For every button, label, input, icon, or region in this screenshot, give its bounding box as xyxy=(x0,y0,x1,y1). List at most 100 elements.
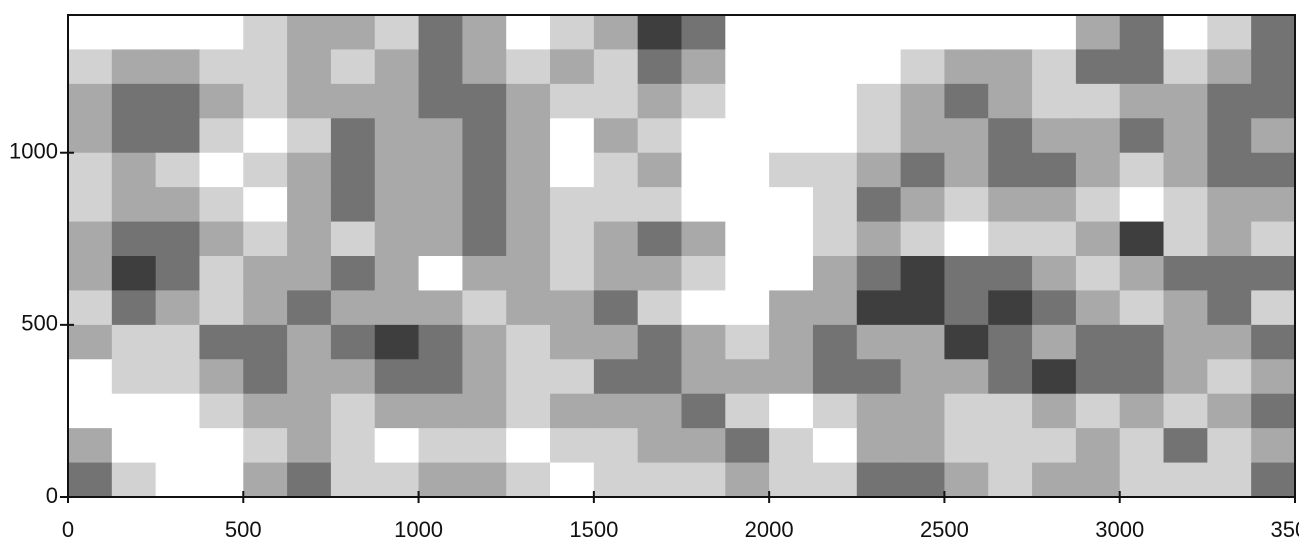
contour-cell xyxy=(462,83,507,119)
contour-cell xyxy=(637,152,682,188)
contour-cell xyxy=(1163,324,1208,360)
contour-cell xyxy=(988,49,1033,85)
contour-cell xyxy=(1075,324,1121,360)
contour-cell xyxy=(418,359,463,395)
contour-cell xyxy=(1032,359,1077,395)
contour-cell xyxy=(506,393,551,429)
contour-cell xyxy=(199,256,244,291)
contour-cell xyxy=(988,359,1033,395)
contour-cell xyxy=(418,118,463,154)
contour-cell xyxy=(1032,221,1077,257)
contour-cell xyxy=(1075,359,1121,395)
contour-cell xyxy=(330,359,376,395)
contour-cell xyxy=(1207,324,1252,360)
contour-cell xyxy=(506,428,551,464)
contour-cell xyxy=(988,187,1033,223)
contour-cell xyxy=(725,221,770,257)
contour-cell xyxy=(374,324,420,360)
contour-cell xyxy=(637,83,682,119)
contour-cell xyxy=(988,83,1033,119)
contour-cell xyxy=(812,187,858,223)
contour-cell xyxy=(769,290,814,326)
contour-cell xyxy=(944,221,989,257)
contour-cell xyxy=(1207,49,1252,85)
contour-cell xyxy=(243,428,288,464)
contour-cell xyxy=(725,256,770,291)
contour-cell xyxy=(111,324,157,360)
contour-cell xyxy=(418,393,463,429)
contour-cell xyxy=(550,187,595,223)
contour-cell xyxy=(374,187,420,223)
contour-cell xyxy=(462,256,507,291)
contour-cell xyxy=(769,359,814,395)
contour-cell xyxy=(68,428,113,464)
contour-cell xyxy=(111,152,157,188)
contour-cell xyxy=(1032,462,1077,498)
contour-cell xyxy=(637,393,682,429)
contour-cell xyxy=(593,49,639,85)
contour-cell xyxy=(856,256,902,291)
contour-cell xyxy=(1251,49,1296,85)
contour-cell xyxy=(1032,324,1077,360)
contour-cell xyxy=(550,15,595,50)
contour-cell xyxy=(1032,290,1077,326)
contour-cell xyxy=(725,83,770,119)
contour-cell xyxy=(418,83,463,119)
contour-cell xyxy=(68,49,113,85)
contour-cell xyxy=(330,256,376,291)
contour-cell xyxy=(199,152,244,188)
contour-cell xyxy=(506,83,551,119)
x-tick-label: 1500 xyxy=(569,517,618,542)
contour-cell xyxy=(462,290,507,326)
contour-cell xyxy=(637,118,682,154)
contour-cell xyxy=(812,359,858,395)
contour-cell xyxy=(462,462,507,498)
contour-cell xyxy=(1207,359,1252,395)
contour-cell xyxy=(155,152,200,188)
contour-cell xyxy=(1207,152,1252,188)
contour-cell xyxy=(374,83,420,119)
contour-cell xyxy=(1251,15,1296,50)
contour-cell xyxy=(418,221,463,257)
contour-cell xyxy=(68,83,113,119)
contour-cell xyxy=(1163,428,1208,464)
contour-cell xyxy=(111,393,157,429)
contour-cell xyxy=(374,118,420,154)
contour-cell xyxy=(1119,49,1165,85)
contour-cell xyxy=(111,83,157,119)
contour-cell xyxy=(637,428,682,464)
contour-cell xyxy=(812,393,858,429)
contour-cell xyxy=(330,428,376,464)
contour-cell xyxy=(1075,49,1121,85)
contour-cell xyxy=(637,290,682,326)
contour-cell xyxy=(462,15,507,50)
contour-cell xyxy=(1032,256,1077,291)
contour-cell xyxy=(900,152,945,188)
contour-cell xyxy=(944,187,989,223)
contour-cell xyxy=(1207,187,1252,223)
contour-cell xyxy=(681,256,726,291)
contour-cell xyxy=(637,15,682,50)
contour-cell xyxy=(1251,118,1296,154)
contour-cell xyxy=(900,393,945,429)
contour-cell xyxy=(550,393,595,429)
contour-cell xyxy=(418,152,463,188)
contour-cell xyxy=(68,324,113,360)
contour-cell xyxy=(593,462,639,498)
x-tick-label: 0 xyxy=(62,517,74,542)
contour-cell xyxy=(374,49,420,85)
contour-cell xyxy=(1075,83,1121,119)
contour-cell xyxy=(68,393,113,429)
contour-cell xyxy=(988,118,1033,154)
contour-cell xyxy=(812,15,858,50)
contour-cell xyxy=(287,359,332,395)
contour-cell xyxy=(111,359,157,395)
contour-cell xyxy=(68,152,113,188)
contour-cell xyxy=(155,359,200,395)
contour-cell xyxy=(900,118,945,154)
y-tick-label: 500 xyxy=(21,311,58,336)
contour-cell xyxy=(812,324,858,360)
contour-cell xyxy=(199,428,244,464)
contour-cell xyxy=(593,256,639,291)
